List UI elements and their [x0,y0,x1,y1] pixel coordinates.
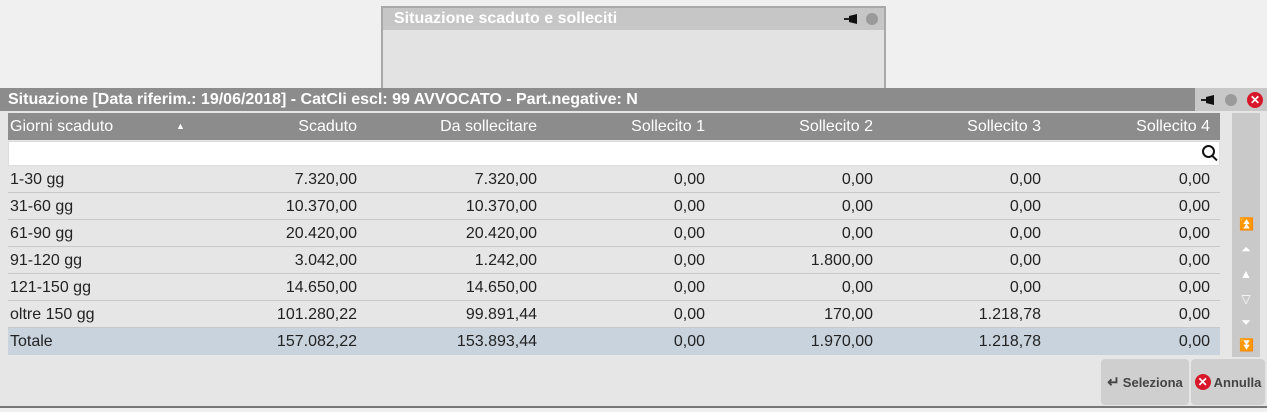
pin-icon[interactable] [1201,95,1215,105]
table-cell: 1.218,78 [978,306,1041,323]
table-cell: 0,00 [1009,198,1041,215]
table-cell: 170,00 [824,306,873,323]
column-header[interactable]: Giorni scaduto [10,118,114,135]
scroll-down-icon[interactable]: ▽ [1241,292,1251,306]
table-cell: 1.218,78 [978,333,1041,350]
table-cell: 0,00 [1178,225,1210,242]
total-row[interactable]: Totale 157.082,22 153.893,44 0,00 1.970,00 1.… [8,328,1220,355]
table-cell: Totale [10,333,53,350]
sort-ascending-icon[interactable]: ▲ [176,121,185,131]
enter-icon: ↵ [1107,374,1120,391]
table-cell: 0,00 [673,333,705,350]
table-row[interactable]: 121-150 gg 14.650,00 14.650,00 0,00 0,00 0,00… [8,274,1220,301]
table-cell: 0,00 [673,198,705,215]
table-cell: 14.650,00 [285,279,357,296]
column-header[interactable]: Da sollecitare [440,118,537,135]
table-cell: 0,00 [1009,171,1041,188]
select-button[interactable]: ↵ Seleziona [1101,359,1189,405]
table-cell: 99.891,44 [465,306,537,323]
scroll-up-icon[interactable]: ▲ [1240,267,1252,281]
page-up-icon[interactable]: ⏶ [1241,242,1251,256]
scrollbar[interactable]: ⏫ ⏶ ▲ ▽ ⏷ ⏬ [1232,113,1260,357]
page-down-icon[interactable]: ⏷ [1241,315,1251,329]
table-cell: 20.420,00 [465,225,537,242]
table-cell: 153.893,44 [456,333,537,350]
column-header[interactable]: Sollecito 1 [631,118,705,135]
table-cell: 101.280,22 [276,306,357,323]
table-cell: 1-30 gg [10,171,65,188]
table-row[interactable]: 61-90 gg 20.420,00 20.420,00 0,00 0,00 0,00 0,… [8,220,1220,247]
table-row[interactable]: 91-120 gg 3.042,00 1.242,00 0,00 1.800,00 0,0… [8,247,1220,274]
cancel-button[interactable]: ✕ Annulla [1191,359,1265,405]
table-cell: 31-60 gg [10,198,74,215]
table-cell: 0,00 [1178,279,1210,296]
table-cell: 0,00 [841,171,873,188]
table-cell: 0,00 [1178,306,1210,323]
back-window-titlebar: Situazione scaduto e solleciti [383,8,884,30]
search-input[interactable] [8,141,1220,166]
minimize-icon[interactable] [1225,94,1237,106]
scroll-bottom-icon[interactable]: ⏬ [1239,338,1254,352]
table-cell: 61-90 gg [10,225,74,242]
table-cell: 0,00 [673,225,705,242]
table-cell: oltre 150 gg [10,306,95,323]
table-cell: 0,00 [1178,252,1210,269]
minimize-icon[interactable] [866,13,878,25]
table-row[interactable]: 31-60 gg 10.370,00 10.370,00 0,00 0,00 0,00 0,… [8,193,1220,220]
table-cell: 0,00 [673,171,705,188]
table-cell: 0,00 [673,252,705,269]
table-row[interactable]: 1-30 gg 7.320,00 7.320,00 0,00 0,00 0,00 0,00 [8,166,1220,193]
close-icon[interactable]: ✕ [1247,92,1263,108]
back-window: Situazione scaduto e solleciti [381,6,886,90]
data-table: Giorni scaduto Scaduto Da sollecitare Solle… [8,113,1220,355]
table-cell: 0,00 [673,279,705,296]
pin-icon[interactable] [844,14,858,24]
table-cell: 20.420,00 [285,225,357,242]
table-cell: 0,00 [1178,171,1210,188]
table-cell: 0,00 [1009,252,1041,269]
table-cell: 14.650,00 [465,279,537,296]
main-window-titlebar: Situazione [Data riferim.: 19/06/2018] -… [0,88,1267,111]
table-row[interactable]: oltre 150 gg 101.280,22 99.891,44 0,00 170,0… [8,301,1220,328]
table-cell: 10.370,00 [465,198,537,215]
main-window-title: Situazione [Data riferim.: 19/06/2018] -… [8,91,638,108]
back-window-title: Situazione scaduto e solleciti [394,10,618,27]
table-cell: 157.082,22 [276,333,357,350]
scroll-top-icon[interactable]: ⏫ [1239,217,1254,231]
table-cell: 7.320,00 [294,171,357,188]
column-header[interactable]: Sollecito 4 [1136,118,1210,135]
table-cell: 0,00 [841,198,873,215]
table-cell: 0,00 [841,279,873,296]
column-header[interactable]: Scaduto [298,118,357,135]
search-icon[interactable] [1202,145,1215,158]
table-cell: 7.320,00 [474,171,537,188]
table-cell: 91-120 gg [10,252,83,269]
table-cell: 0,00 [1009,225,1041,242]
column-header[interactable]: Sollecito 2 [799,118,873,135]
column-header[interactable]: Sollecito 3 [967,118,1041,135]
table-cell: 0,00 [1178,333,1210,350]
table-cell: 0,00 [673,306,705,323]
table-cell: 10.370,00 [285,198,357,215]
table-cell: 1.970,00 [810,333,873,350]
main-window: Situazione [Data riferim.: 19/06/2018] -… [0,88,1267,408]
table-cell: 121-150 gg [10,279,91,296]
table-cell: 0,00 [1009,279,1041,296]
table-cell: 0,00 [841,225,873,242]
table-cell: 1.800,00 [810,252,873,269]
table-cell: 1.242,00 [474,252,537,269]
cancel-icon: ✕ [1194,374,1211,390]
table-cell: 3.042,00 [294,252,357,269]
table-header: Giorni scaduto Scaduto Da sollecitare Solle… [8,113,1220,140]
table-cell: 0,00 [1178,198,1210,215]
